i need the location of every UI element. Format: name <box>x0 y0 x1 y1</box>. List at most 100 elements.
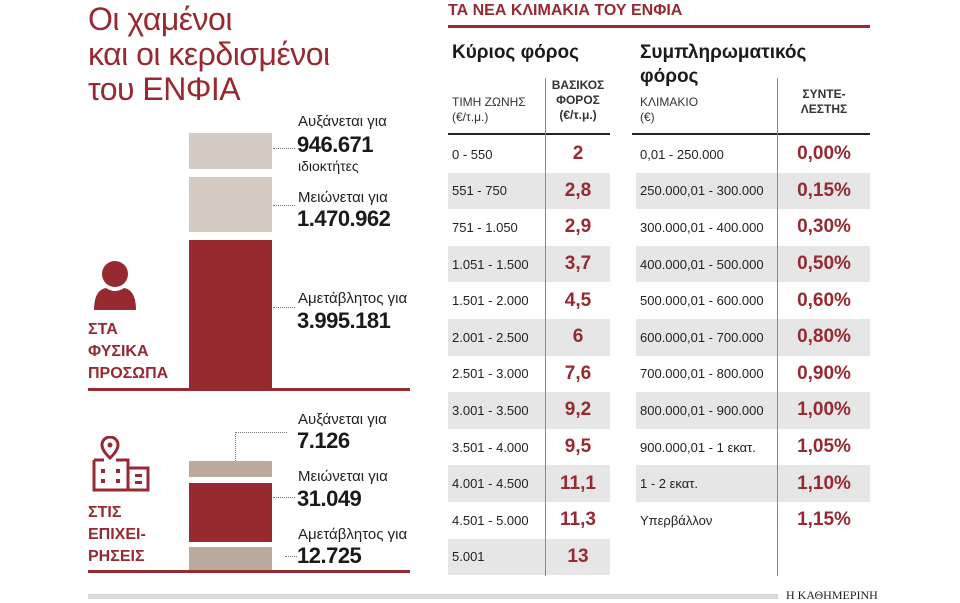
supp-tax-value: 1,10% <box>797 472 851 494</box>
decrease-value: 1.470.962 <box>297 206 391 231</box>
main-tax-row: 3.001 - 3.500 <box>448 392 610 429</box>
header-rule <box>448 133 610 135</box>
increase-value: 946.671 <box>297 132 374 157</box>
supp-tax-range: Υπερβάλλον <box>640 512 713 528</box>
supp-tax-value: 0,60% <box>797 289 851 311</box>
increase-label: Αυξάνεται για <box>298 411 387 428</box>
main-tax-value: 2 <box>572 143 584 165</box>
increase-value: 7.126 <box>297 428 350 453</box>
title-line: Συμπληρωματικός <box>640 42 807 63</box>
supp-tax-value: 0,00% <box>797 143 851 165</box>
column-divider <box>545 78 546 576</box>
supp-tax-value: 0,50% <box>797 253 851 275</box>
supp-tax-value: 0,90% <box>797 362 851 384</box>
building-location-icon <box>92 436 150 492</box>
supp-tax-range: 400.000,01 - 500.000 <box>640 256 764 272</box>
group-label-line: ΣΤΑ <box>88 321 118 338</box>
header-line: ΚΛΙΜΑΚΙΟ <box>640 95 699 109</box>
supp-tax-row: 800.000,01 - 900.000 <box>636 392 870 429</box>
group-label-individuals: ΣΤΑ ΦΥΣΙΚΑ ΠΡΟΣΩΠΑ <box>88 319 168 385</box>
main-tax-value: 2,8 <box>564 179 592 201</box>
main-tax-value: 4,5 <box>564 289 592 311</box>
bar-business-decrease <box>189 483 272 542</box>
main-tax-value: 13 <box>567 545 589 567</box>
supp-tax-value: 1,15% <box>797 509 851 531</box>
main-tax-row: 4.001 - 4.500 <box>448 465 610 502</box>
section-rule <box>448 25 870 28</box>
main-tax-range: 4.001 - 4.500 <box>452 476 529 492</box>
leader-line <box>273 307 295 308</box>
bar-individuals-unchanged <box>189 240 272 389</box>
decrease-value: 31.049 <box>297 486 362 511</box>
baseline <box>88 388 410 391</box>
leader-line <box>273 148 295 149</box>
header-line: ΤΙΜΗ ΖΩΝΗΣ <box>452 95 526 109</box>
header-rule <box>632 133 870 135</box>
main-tax-range: 5.001 <box>452 549 485 565</box>
supp-tax-value: 1,00% <box>797 399 851 421</box>
leader-line <box>285 556 297 557</box>
footer-bar <box>88 594 778 599</box>
supp-tax-row: 250.000,01 - 300.000 <box>636 172 870 210</box>
main-tax-value: 11,3 <box>560 509 596 531</box>
main-tax-row: 2.001 - 2.500 <box>448 319 610 356</box>
supp-tax-row: 400.000,01 - 500.000 <box>636 245 870 283</box>
section-title: ΤΑ ΝΕΑ ΚΛΙΜΑΚΙΑ ΤΟΥ ΕΝΦΙΑ <box>448 2 683 19</box>
main-tax-row: 1.051 - 1.500 <box>448 245 610 283</box>
group-label-businesses: ΣΤΙΣ ΕΠΙΧΕΙ- ΡΗΣΕΙΣ <box>88 502 146 568</box>
main-tax-row: 751 - 1.050 <box>448 209 610 246</box>
main-tax-range: 3.501 - 4.000 <box>452 439 529 455</box>
title-line: φόρος <box>640 66 699 87</box>
group-label-line: ΦΥΣΙΚΑ <box>88 343 149 360</box>
supp-tax-row: 300.000,01 - 400.000 <box>636 209 870 246</box>
unchanged-label: Αμετάβλητος για <box>298 526 408 543</box>
header-line: ΣΥΝΤΕ- <box>802 87 846 101</box>
supp-tax-value: 1,05% <box>797 436 851 458</box>
main-tax-value: 2,9 <box>564 216 592 238</box>
header-line: ΦΟΡΟΣ <box>556 93 600 107</box>
supp-tax-range: 900.000,01 - 1 εκατ. <box>640 439 756 455</box>
title-line: και οι κερδισμένοι <box>88 36 330 72</box>
baseline <box>88 570 410 573</box>
supp-tax-value: 0,30% <box>797 216 851 238</box>
supp-tax-row: 1 - 2 εκατ. <box>636 465 870 502</box>
bar-business-increase <box>189 461 272 477</box>
decrease-label: Μειώνεται για <box>298 468 388 485</box>
main-col1-header: ΤΙΜΗ ΖΩΝΗΣ (€/τ.μ.) <box>452 95 526 125</box>
main-tax-range: 1.501 - 2.000 <box>452 293 529 309</box>
main-col2-header: ΒΑΣΙΚΟΣ ΦΟΡΟΣ (€/τ.μ.) <box>546 78 610 123</box>
source-logo: Η ΚΑΘΗΜΕΡΙΝΗ <box>786 588 878 602</box>
supp-tax-value: 0,15% <box>797 179 851 201</box>
main-tax-range: 551 - 750 <box>452 183 507 199</box>
increase-label: Αυξάνεται για <box>298 113 387 130</box>
supp-tax-row: 0,01 - 250.000 <box>636 136 870 173</box>
header-line: (€) <box>640 110 655 124</box>
supp-tax-range: 800.000,01 - 900.000 <box>640 402 764 418</box>
main-tax-range: 751 - 1.050 <box>452 219 518 235</box>
main-tax-range: 4.501 - 5.000 <box>452 512 529 528</box>
main-tax-value: 11,1 <box>560 472 596 494</box>
bar-individuals-increase <box>189 133 272 169</box>
supp-tax-range: 300.000,01 - 400.000 <box>640 219 764 235</box>
main-tax-value: 3,7 <box>564 253 592 275</box>
supp-tax-range: 700.000,01 - 800.000 <box>640 366 764 382</box>
main-tax-value: 9,5 <box>564 436 592 458</box>
main-tax-row: 0 - 550 <box>448 136 610 173</box>
main-tax-row: 1.501 - 2.000 <box>448 282 610 319</box>
header-line: ΒΑΣΙΚΟΣ <box>551 78 605 92</box>
leader-line <box>235 432 236 461</box>
group-label-line: ΠΡΟΣΩΠΑ <box>88 365 169 382</box>
increase-unit: ιδιοκτήτες <box>298 158 359 174</box>
supp-tax-row: 600.000,01 - 700.000 <box>636 319 870 356</box>
title-line: του ΕΝΦΙΑ <box>88 71 241 107</box>
group-label-line: ΕΠΙΧΕΙ- <box>88 526 146 543</box>
leader-line <box>273 205 295 206</box>
main-tax-range: 2.501 - 3.000 <box>452 366 529 382</box>
supp-col1-header: ΚΛΙΜΑΚΙΟ (€) <box>640 95 698 125</box>
main-tax-range: 3.001 - 3.500 <box>452 402 529 418</box>
supp-tax-title: Συμπληρωματικός φόρος <box>640 41 806 89</box>
supp-tax-range: 1 - 2 εκατ. <box>640 476 699 492</box>
main-tax-value: 9,2 <box>564 399 592 421</box>
group-label-line: ΡΗΣΕΙΣ <box>88 548 145 565</box>
unchanged-label: Αμετάβλητος για <box>298 290 408 307</box>
